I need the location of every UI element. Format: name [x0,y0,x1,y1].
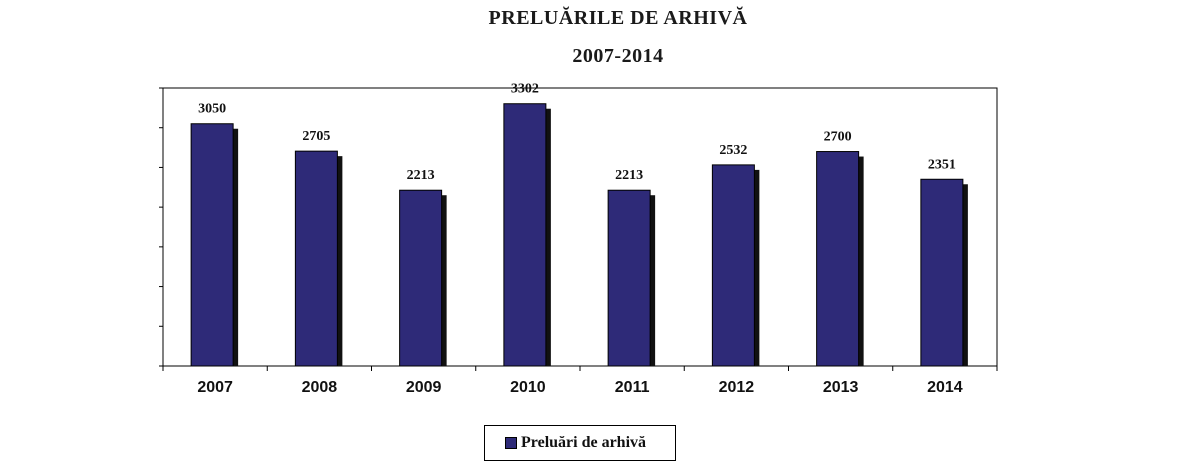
legend-swatch [505,437,517,449]
bar-2008 [294,150,338,367]
data-label-2010: 3302 [511,82,539,97]
data-label-2012: 2532 [719,143,747,158]
bar-2011 [607,189,651,367]
bar-2012 [711,164,755,367]
data-label-2008: 2705 [302,129,330,144]
plot-frame [162,87,998,367]
x-tick-label-2010: 2010 [510,379,546,396]
x-tick-label-2009: 2009 [406,379,442,396]
bar-2009 [399,189,443,367]
bar-2007 [190,123,234,367]
data-label-2013: 2700 [824,130,852,145]
x-tick-label-2007: 2007 [197,379,233,396]
x-tick-label-2011: 2011 [615,379,650,396]
data-label-2009: 2213 [407,168,435,183]
bar-2014 [920,178,964,367]
x-tick-label-2014: 2014 [927,379,963,396]
data-label-2011: 2213 [615,168,643,183]
data-label-2014: 2351 [928,157,956,172]
data-label-2007: 3050 [198,102,226,117]
x-tick-label-2012: 2012 [719,379,755,396]
chart-title: PRELUĂRILE DE ARHIVĂ [488,7,748,29]
x-tick-label-2013: 2013 [823,379,859,396]
x-tick-label-2008: 2008 [302,379,338,396]
bar-2013 [816,151,860,367]
chart-subtitle: 2007-2014 [572,45,664,67]
legend: Preluări de arhivă [484,425,676,461]
legend-label: Preluări de arhivă [521,434,647,451]
bar-2010 [503,103,547,367]
